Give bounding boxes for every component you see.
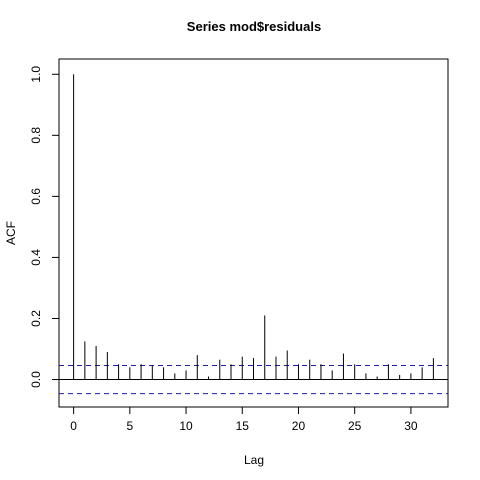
x-tick-label: 30 — [404, 419, 418, 433]
y-tick-label: 0.6 — [29, 188, 43, 205]
y-tick-label: 1.0 — [29, 66, 43, 83]
x-axis-label: Lag — [244, 453, 264, 467]
x-tick-label: 25 — [348, 419, 362, 433]
x-tick-label: 0 — [70, 419, 77, 433]
confidence-bounds — [59, 364, 448, 395]
x-axis: 0 5 10 15 20 25 30 — [70, 406, 418, 433]
x-tick-label: 15 — [236, 419, 250, 433]
acf-bars — [73, 74, 434, 380]
x-tick-label: 10 — [179, 419, 193, 433]
y-axis-label: ACF — [4, 221, 18, 245]
y-tick-label: 0.4 — [29, 249, 43, 266]
x-tick-label: 20 — [292, 419, 306, 433]
x-tick-label: 5 — [126, 419, 133, 433]
y-axis: 0.0 0.2 0.4 0.6 0.8 1.0 — [29, 66, 60, 388]
y-tick-label: 0.0 — [29, 371, 43, 388]
plot-frame — [58, 58, 449, 408]
y-tick-label: 0.8 — [29, 127, 43, 144]
y-tick-label: 0.2 — [29, 310, 43, 327]
chart-title: Series mod$residuals — [187, 19, 321, 34]
